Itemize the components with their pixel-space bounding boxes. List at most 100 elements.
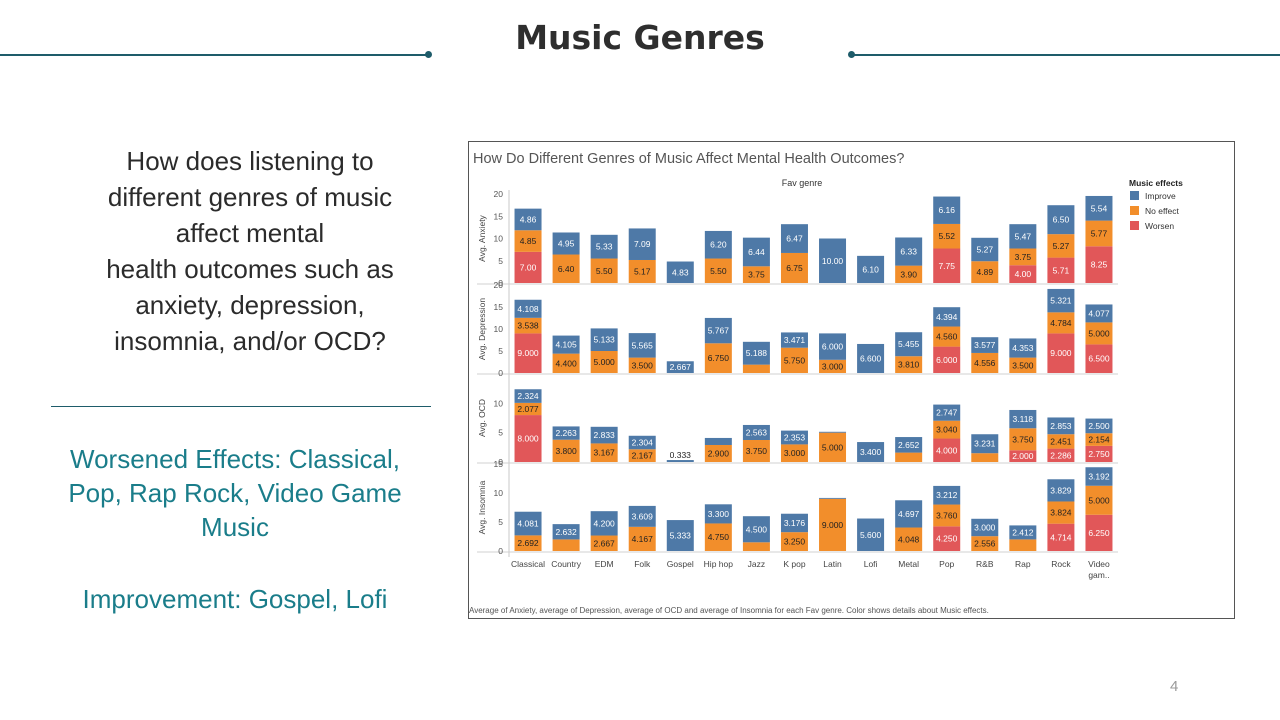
bar-segment-noeffect bbox=[780, 444, 808, 462]
bar-segment-noeffect bbox=[1085, 433, 1113, 446]
data-label: 3.538 bbox=[517, 321, 539, 331]
data-label: 2.667 bbox=[670, 362, 692, 372]
data-label: 4.85 bbox=[520, 236, 537, 246]
bar-segment-improve bbox=[704, 504, 732, 524]
bar-segment-worsen bbox=[933, 438, 961, 462]
bar-segment-noeffect bbox=[933, 420, 961, 439]
data-label: 3.824 bbox=[1050, 508, 1072, 518]
data-label: 3.750 bbox=[746, 446, 768, 456]
data-label: 3.829 bbox=[1050, 485, 1072, 495]
data-label: 2.692 bbox=[517, 538, 539, 548]
data-label: 8.25 bbox=[1091, 260, 1108, 270]
bar-segment-noeffect bbox=[895, 265, 923, 283]
data-label: 3.300 bbox=[708, 509, 730, 519]
data-label: 4.784 bbox=[1050, 318, 1072, 328]
bar-segment-improve bbox=[857, 442, 885, 462]
bar-segment-worsen bbox=[933, 526, 961, 551]
data-label: 2.853 bbox=[1050, 421, 1072, 431]
bar-segment-worsen bbox=[1085, 514, 1113, 551]
bar-segment-noeffect bbox=[1047, 312, 1075, 334]
bar-segment-improve bbox=[1047, 205, 1075, 235]
data-label: 3.609 bbox=[632, 511, 654, 521]
bar-segment-improve bbox=[819, 238, 847, 283]
data-label: 6.40 bbox=[558, 264, 575, 274]
data-label: 3.90 bbox=[900, 269, 917, 279]
bar-segment-improve bbox=[514, 389, 542, 403]
bar-segment-improve bbox=[1047, 288, 1075, 313]
data-label: 2.833 bbox=[594, 430, 616, 440]
bar-segment-improve bbox=[742, 237, 770, 267]
data-label: 5.33 bbox=[596, 242, 613, 252]
bar-segment-improve bbox=[895, 437, 923, 453]
y-tick-label: 15 bbox=[494, 211, 504, 221]
bar-segment-noeffect bbox=[933, 326, 961, 347]
x-tick-label: Metal bbox=[898, 559, 919, 569]
bar-segment-improve bbox=[628, 435, 656, 450]
bar-segment-improve bbox=[895, 332, 923, 357]
data-label: 6.600 bbox=[860, 353, 882, 363]
y-tick-label: 10 bbox=[494, 488, 504, 498]
header-rule-right-dot bbox=[848, 51, 855, 58]
y-axis-title: Avg. OCD bbox=[477, 399, 487, 437]
bar-segment-improve bbox=[1085, 195, 1113, 221]
bar-segment-noeffect bbox=[895, 527, 923, 551]
data-label: 2.747 bbox=[936, 408, 958, 418]
data-label: 4.95 bbox=[558, 239, 575, 249]
y-tick-label: 10 bbox=[494, 234, 504, 244]
data-label: 3.000 bbox=[784, 448, 806, 458]
data-label: 5.54 bbox=[1091, 203, 1108, 213]
bar-segment-improve bbox=[552, 335, 580, 354]
y-tick-label: 15 bbox=[494, 302, 504, 312]
data-label: 4.697 bbox=[898, 509, 920, 519]
data-label: 5.000 bbox=[594, 357, 616, 367]
bar-segment-worsen bbox=[933, 346, 961, 373]
bar-segment-noeffect bbox=[514, 230, 542, 252]
data-label: 4.000 bbox=[936, 445, 958, 455]
bar-segment-improve bbox=[704, 317, 732, 344]
bar-segment-improve bbox=[1009, 224, 1037, 249]
research-question: How does listening to different genres o… bbox=[70, 143, 430, 359]
data-label: 4.500 bbox=[746, 524, 768, 534]
stacked-bar-chart: How Do Different Genres of Music Affect … bbox=[469, 151, 1183, 615]
chart-caption: Average of Anxiety, average of Depressio… bbox=[469, 606, 989, 615]
data-label: 2.667 bbox=[594, 538, 616, 548]
bar-segment-improve bbox=[628, 333, 656, 358]
bar-segment-noeffect bbox=[1085, 485, 1113, 515]
chart-title: How Do Different Genres of Music Affect … bbox=[473, 151, 904, 167]
bar-segment-noeffect bbox=[704, 523, 732, 551]
bar-segment-improve bbox=[933, 196, 961, 224]
data-label: 5.27 bbox=[977, 245, 994, 255]
data-label: 3.118 bbox=[1013, 414, 1034, 424]
bar-segment-noeffect bbox=[819, 498, 847, 551]
question-line: insomnia, and/or OCD? bbox=[114, 326, 386, 356]
bar-segment-noeffect bbox=[628, 449, 656, 462]
bar-segment-improve bbox=[1009, 409, 1037, 429]
bar-segment-worsen bbox=[1085, 445, 1113, 462]
x-tick-label: Rap bbox=[1015, 559, 1031, 569]
worsened-line: Music bbox=[201, 512, 269, 542]
data-label: 3.250 bbox=[784, 537, 806, 547]
data-label: 6.16 bbox=[938, 205, 955, 215]
data-label: 5.455 bbox=[898, 339, 920, 349]
x-tick-label: Rock bbox=[1051, 559, 1071, 569]
bar-segment-improve bbox=[780, 224, 808, 253]
bar-segment-improve bbox=[552, 426, 580, 440]
bar-segment-noeffect bbox=[628, 357, 656, 373]
data-label: 5.000 bbox=[822, 442, 844, 452]
data-label: 10.00 bbox=[822, 256, 844, 266]
data-label: 4.560 bbox=[936, 332, 958, 342]
bar-segment-improve bbox=[895, 237, 923, 266]
y-tick-label: 20 bbox=[494, 280, 504, 290]
y-tick-label: 5 bbox=[498, 346, 503, 356]
data-label: 2.556 bbox=[974, 539, 996, 549]
data-label: 3.212 bbox=[936, 490, 958, 500]
data-label: 5.52 bbox=[938, 231, 955, 241]
data-label: 3.750 bbox=[1012, 434, 1034, 444]
bar-segment-noeffect bbox=[1047, 234, 1075, 258]
data-label: 4.108 bbox=[517, 304, 539, 314]
y-tick-label: 5 bbox=[498, 428, 503, 438]
bar-segment-noeffect bbox=[933, 504, 961, 527]
data-label: 2.900 bbox=[708, 448, 730, 458]
y-tick-label: 0 bbox=[498, 546, 503, 556]
bar-segment-noeffect bbox=[590, 258, 618, 284]
